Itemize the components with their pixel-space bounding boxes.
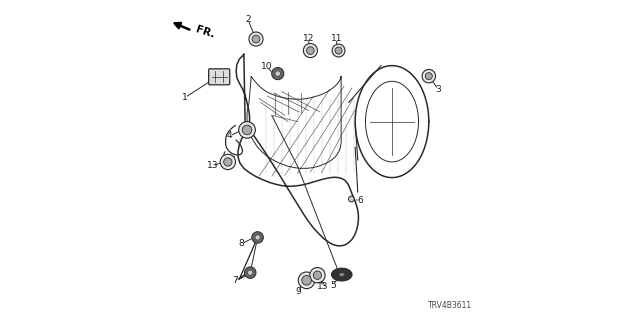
Circle shape — [303, 44, 317, 58]
Circle shape — [224, 158, 232, 166]
Circle shape — [252, 35, 260, 43]
Circle shape — [422, 69, 436, 83]
Text: 1: 1 — [182, 93, 188, 102]
Circle shape — [310, 268, 325, 283]
Circle shape — [220, 154, 236, 170]
Circle shape — [252, 232, 264, 243]
Circle shape — [249, 32, 263, 46]
Ellipse shape — [332, 268, 352, 281]
Circle shape — [332, 44, 345, 57]
Text: 13: 13 — [207, 161, 218, 170]
Text: 13: 13 — [317, 282, 329, 291]
Text: 3: 3 — [436, 85, 441, 94]
Text: 7: 7 — [233, 276, 238, 285]
Text: 2: 2 — [245, 15, 251, 24]
Text: TRV4B3611: TRV4B3611 — [428, 301, 472, 310]
Circle shape — [349, 196, 355, 202]
Text: 6: 6 — [357, 196, 363, 205]
Circle shape — [426, 73, 433, 80]
Circle shape — [243, 125, 252, 135]
Text: FR.: FR. — [195, 24, 216, 40]
Circle shape — [244, 267, 256, 278]
Circle shape — [255, 235, 260, 240]
Text: 8: 8 — [239, 239, 244, 248]
Text: 11: 11 — [331, 34, 342, 43]
Text: 12: 12 — [303, 34, 314, 43]
Circle shape — [272, 68, 284, 80]
Circle shape — [307, 47, 314, 54]
Circle shape — [298, 272, 315, 289]
Circle shape — [248, 270, 253, 275]
Circle shape — [239, 122, 255, 138]
Text: 4: 4 — [227, 132, 232, 140]
Text: 9: 9 — [296, 287, 301, 296]
Circle shape — [275, 71, 280, 76]
Text: 5: 5 — [330, 281, 335, 290]
Circle shape — [302, 276, 312, 285]
Circle shape — [314, 271, 322, 279]
FancyBboxPatch shape — [209, 69, 230, 85]
Text: 10: 10 — [262, 62, 273, 71]
Ellipse shape — [339, 273, 344, 276]
Circle shape — [335, 47, 342, 54]
